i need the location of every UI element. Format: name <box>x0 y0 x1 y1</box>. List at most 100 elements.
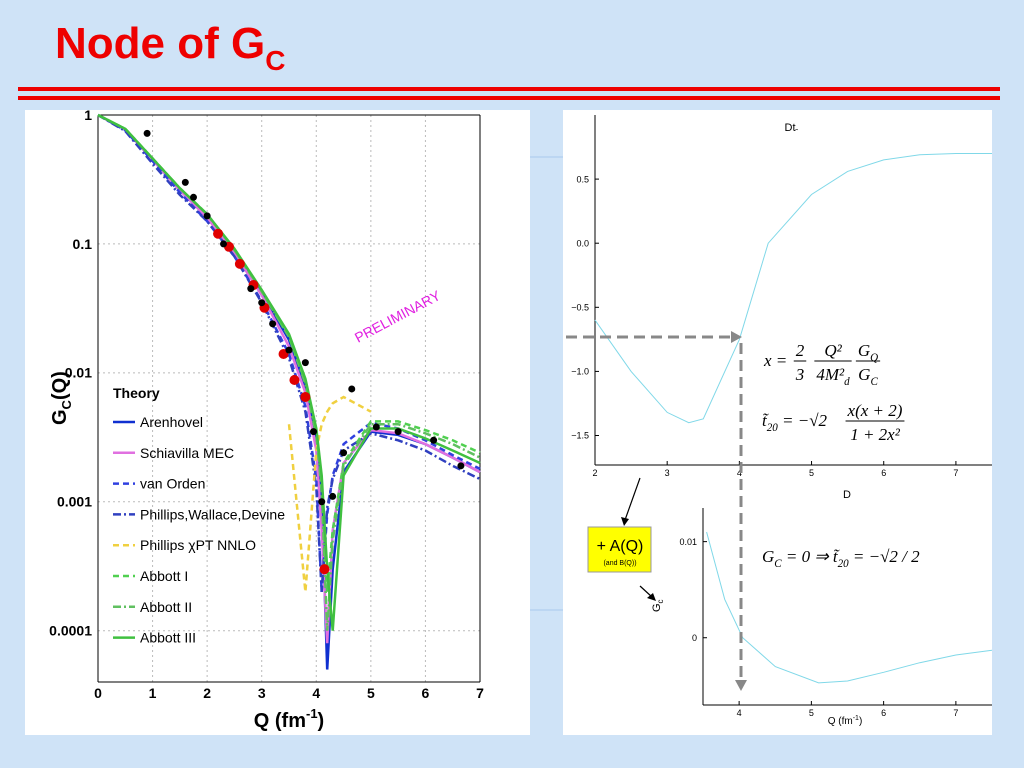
text-part: 3 <box>795 365 805 384</box>
right-panel <box>563 110 992 735</box>
data-point <box>300 391 311 402</box>
arrow <box>624 477 641 521</box>
data-point <box>143 129 151 137</box>
x-tick-label: 7 <box>476 685 484 701</box>
text-part: G <box>49 409 71 425</box>
text-part: t <box>792 122 795 134</box>
text-part: = −√2 / 2 <box>849 547 920 566</box>
x-tick-label: 4 <box>312 685 320 701</box>
text-part: D <box>784 122 792 134</box>
text-sup: -1 <box>306 706 318 721</box>
data-point <box>348 385 356 393</box>
text-part: Q² <box>824 341 842 360</box>
x-tick-label: 6 <box>881 708 886 718</box>
x-tick-label: 5 <box>809 708 814 718</box>
legend-label: van Orden <box>140 476 205 492</box>
x-tick-label: 4 <box>737 468 742 478</box>
text-part: 4M² <box>816 365 845 384</box>
callout-subtext: (and B(Q)) <box>603 560 636 567</box>
text-part: = −√2 <box>778 411 828 430</box>
data-point <box>457 462 465 470</box>
text-sub: C <box>59 399 74 409</box>
x-tick-label: 6 <box>881 468 886 478</box>
legend-label: Abbott I <box>140 568 188 584</box>
y-tick-label: −0.5 <box>571 302 589 312</box>
y-tick-label: 0.1 <box>73 236 93 252</box>
data-point <box>430 436 438 444</box>
text-sub: 20 <box>838 558 850 570</box>
data-point <box>301 359 309 367</box>
text-sub: 20 <box>767 422 779 434</box>
text-sub: Q <box>870 352 878 364</box>
text-part: t̃ <box>833 547 840 566</box>
text-sub: c <box>656 599 665 603</box>
title-text: Node of G <box>55 19 265 68</box>
title-sub: C <box>265 45 285 76</box>
rich-text: GC = 0 ⇒ t̃20 = −√2 / 2 <box>762 547 920 570</box>
x-axis-label: Q (fm-1) <box>254 706 324 732</box>
data-point <box>190 193 197 201</box>
x-tick-label: 6 <box>422 685 430 701</box>
text-part: G <box>762 547 774 566</box>
y-tick-label: 0.0001 <box>49 623 92 639</box>
text-sub: C <box>870 376 878 388</box>
callout-text: + A(Q) <box>597 538 644 555</box>
x-axis-label: Q (fm-1) <box>828 715 863 727</box>
x-tick-label: 5 <box>367 685 375 701</box>
text-part: = 0 ⇒ <box>782 547 833 566</box>
data-point <box>340 449 348 457</box>
data-point <box>213 228 224 239</box>
text-sub: d <box>844 376 850 388</box>
x-tick-label: 3 <box>665 468 670 478</box>
data-point <box>258 299 266 307</box>
data-point <box>372 423 380 431</box>
title-rule <box>18 96 1000 100</box>
rich-text: 3 <box>795 365 805 384</box>
x-tick-label: 3 <box>258 685 266 701</box>
data-point <box>181 178 189 186</box>
x-tick-label: 0 <box>94 685 102 701</box>
data-point <box>285 346 293 354</box>
y-axis-label: Gc <box>651 599 665 612</box>
y-tick-label: 0.001 <box>57 494 92 510</box>
rich-text: x(x + 2) <box>847 401 903 420</box>
data-point <box>319 564 330 575</box>
text-part: Q (fm <box>828 716 853 727</box>
text-part: x = <box>763 351 787 370</box>
slide-title: Node of GC <box>55 19 285 76</box>
legend-title: Theory <box>113 385 160 401</box>
text-part: 2 <box>796 341 805 360</box>
y-tick-label: 0.01 <box>679 537 697 547</box>
data-point <box>269 320 277 328</box>
title-rule <box>18 87 1000 91</box>
x-tick-label: 2 <box>203 685 211 701</box>
arrow <box>639 585 653 598</box>
rich-text: Q² <box>824 341 842 360</box>
rich-text: 2 <box>796 341 805 360</box>
legend-label: Phillips χPT NNLO <box>140 537 256 553</box>
x-tick-label: 2 <box>592 468 597 478</box>
text-sub: C <box>774 558 782 570</box>
text-part: t̃ <box>762 411 769 430</box>
data-point <box>220 240 228 248</box>
legend-label: Schiavilla MEC <box>140 445 234 461</box>
rich-text: GQ <box>858 341 878 364</box>
y-tick-label: 0.0 <box>576 238 589 248</box>
guide-arrow-head <box>731 331 742 343</box>
arrow-head <box>647 593 656 601</box>
text-part: ) <box>318 710 325 732</box>
data-point <box>247 285 255 293</box>
data-point <box>394 428 402 436</box>
text-part: x(x + 2) <box>847 401 903 420</box>
legend-label: Arenhovel <box>140 414 203 430</box>
left-panel <box>25 110 530 735</box>
charts: 1 0.1 0.01 0.001 0.0001 0 1 2 3 4 5 6 7 0.5 0.0 −0.5 −1.… <box>49 107 993 732</box>
series-line <box>287 395 372 593</box>
rich-text: 4M²d <box>816 365 850 388</box>
guide-arrow-head <box>735 680 747 691</box>
x-tick-label: 4 <box>737 708 742 718</box>
text-part: G <box>858 365 870 384</box>
text-part: Q (fm <box>254 710 306 732</box>
legend-label: Abbott II <box>140 599 192 615</box>
